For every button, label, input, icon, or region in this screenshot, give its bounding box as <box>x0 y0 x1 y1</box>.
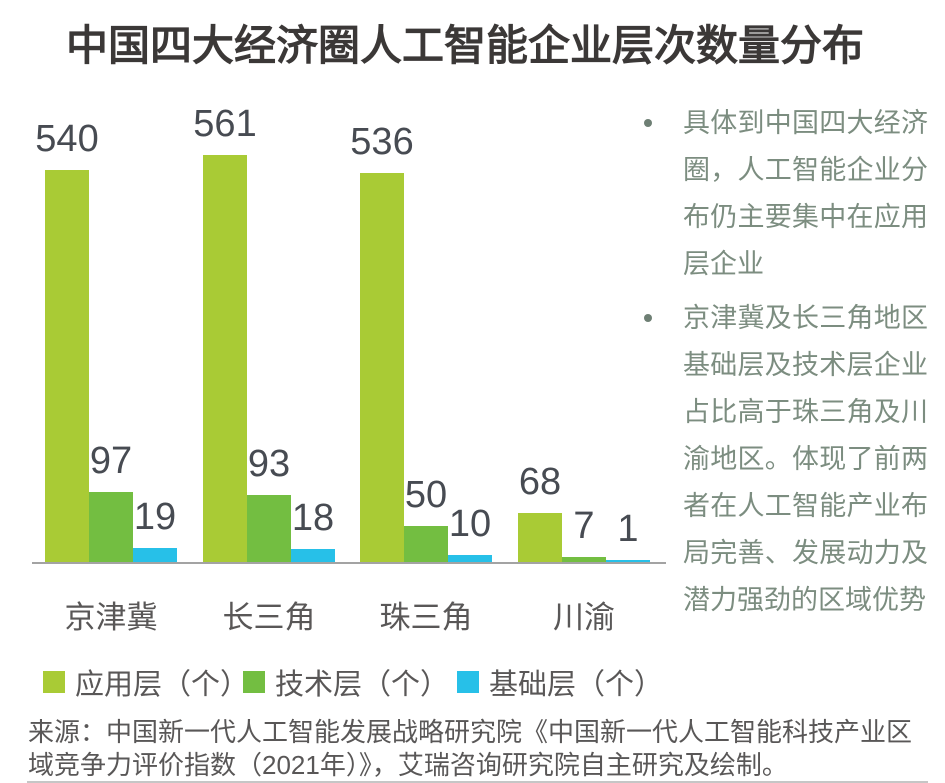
value-label: 10 <box>448 503 492 545</box>
bar <box>247 495 291 562</box>
value-label: 50 <box>404 474 448 516</box>
bar <box>133 548 177 562</box>
bar-chart: 540 97 19 京津冀 561 93 18 长三角 536 50 10 珠三角 68 7 1 川渝 <box>32 105 666 635</box>
category-label: 长三角 <box>222 600 316 635</box>
bullet-list: 具体到中国四大经济圈，人工智能企业分布仍主要集中在应用层企业 京津冀及长三角地区… <box>630 0 930 650</box>
legend-swatch <box>243 671 265 693</box>
value-label: 93 <box>247 443 291 485</box>
value-label: 536 <box>350 121 414 163</box>
category-label: 京津冀 <box>64 600 158 635</box>
bar <box>45 170 89 562</box>
value-label: 97 <box>89 440 133 482</box>
bottom-divider <box>27 781 928 783</box>
bar <box>562 557 606 562</box>
legend-label: 基础层（个） <box>489 669 664 701</box>
legend-swatch <box>457 671 479 693</box>
bullet-dot <box>644 119 652 127</box>
bullet-dot <box>644 314 652 322</box>
bullet-text: 京津冀及长三角地区基础层及技术层企业占比高于珠三角及川渝地区。体现了前两者在人工… <box>683 303 928 615</box>
bar <box>203 155 247 562</box>
value-label: 1 <box>617 508 639 550</box>
page-title: 中国四大经济圈人工智能企业层次数量分布 <box>66 22 865 69</box>
bar <box>448 555 492 562</box>
bar <box>291 549 335 562</box>
legend-item: 应用层（个） <box>43 661 249 703</box>
source-note: 来源：中国新一代人工智能发展战略研究院《中国新一代人工智能科技产业区域竞争力评价… <box>28 717 913 780</box>
legend-label: 技术层（个） <box>275 669 450 701</box>
value-label: 68 <box>518 461 562 503</box>
value-label: 7 <box>573 505 595 547</box>
legend: 应用层（个） 技术层（个） 基础层（个） <box>0 661 663 701</box>
bar <box>360 173 404 562</box>
value-label: 561 <box>193 103 257 145</box>
legend-label: 应用层（个） <box>75 669 250 701</box>
bar <box>89 492 133 562</box>
category-label: 珠三角 <box>379 600 473 635</box>
value-label: 19 <box>133 496 177 538</box>
bullet-text: 具体到中国四大经济圈，人工智能企业分布仍主要集中在应用层企业 <box>683 108 928 279</box>
category-label: 川渝 <box>553 600 615 635</box>
bar <box>404 526 448 562</box>
legend-item: 基础层（个） <box>457 661 663 703</box>
legend-swatch <box>43 671 65 693</box>
legend-item: 技术层（个） <box>243 661 449 703</box>
value-label: 540 <box>35 118 99 160</box>
value-label: 18 <box>291 497 335 539</box>
bar <box>606 560 650 562</box>
x-axis-line <box>32 562 666 564</box>
bar <box>518 513 562 562</box>
